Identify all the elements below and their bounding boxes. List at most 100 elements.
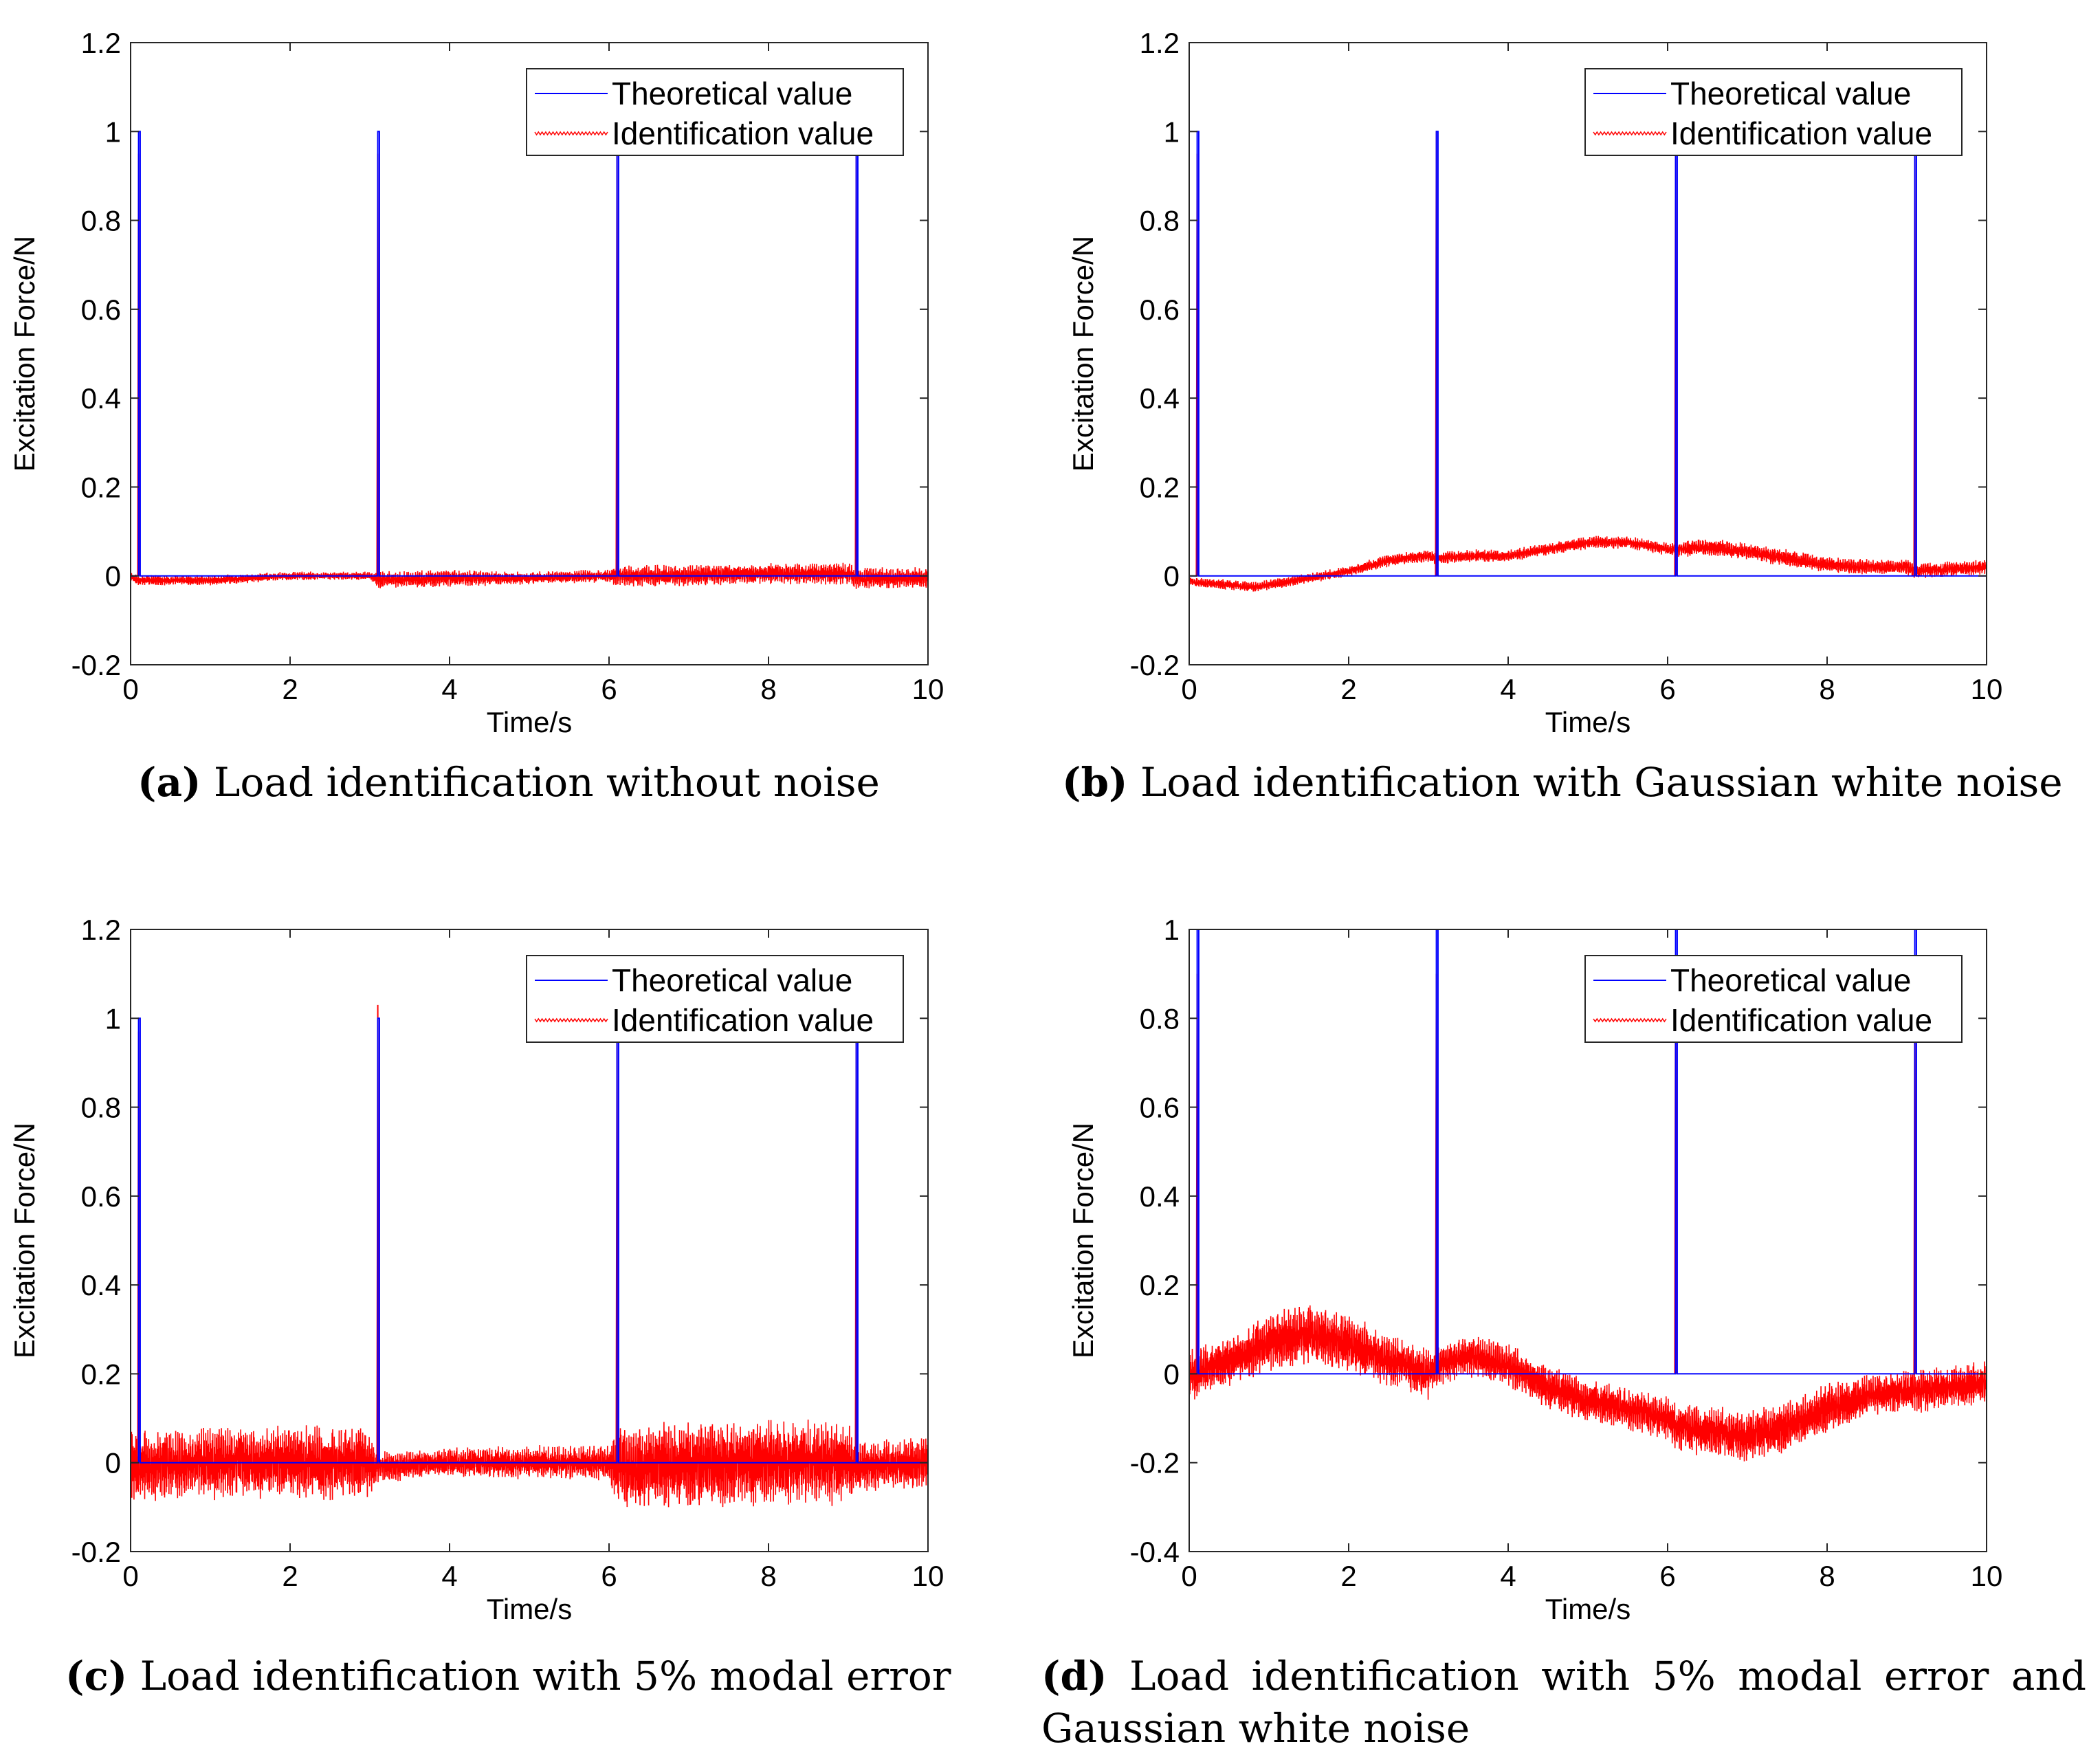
chart-panel-a: 0 2 4 6 8 10-0.200.20.40.60.811.2Time/sExcita… xyxy=(8,27,944,738)
y-tick-label: 1 xyxy=(1164,115,1180,148)
x-tick-label: 6 xyxy=(601,673,617,705)
y-tick-label: 0.2 xyxy=(1140,1269,1180,1301)
legend-label-identification: Identification value xyxy=(1670,1002,1932,1038)
x-axis-label: Time/s xyxy=(487,1593,572,1625)
legend-label-theoretical: Theoretical value xyxy=(1670,76,1911,111)
legend-label-identification: Identification value xyxy=(612,1002,874,1038)
y-tick-label: 0.6 xyxy=(1140,1092,1180,1124)
x-tick-label: 4 xyxy=(1500,673,1516,705)
y-tick-label: -0.2 xyxy=(1130,1447,1180,1479)
legend-box xyxy=(1584,68,1963,156)
x-tick-label: 2 xyxy=(282,673,298,705)
legend: Theoretical value Identification value xyxy=(526,68,904,156)
y-tick-label: 0.8 xyxy=(81,1092,121,1124)
caption-a: (a) Load identification without noise xyxy=(137,756,880,808)
x-tick-label: 4 xyxy=(441,673,457,705)
caption-letter: (c) xyxy=(65,1653,128,1699)
x-tick-label: 2 xyxy=(1340,673,1356,705)
caption-text: Load identification with Gaussian white … xyxy=(1127,759,2063,806)
x-axis-label: Time/s xyxy=(1545,1593,1631,1625)
y-tick-label: 0.2 xyxy=(81,471,121,503)
x-tick-label: 8 xyxy=(760,1560,776,1592)
theoretical-value-line xyxy=(1189,929,1987,1375)
y-tick-label: 0.4 xyxy=(1140,382,1180,415)
y-tick-label: 1 xyxy=(105,115,121,148)
x-tick-label: 10 xyxy=(912,673,944,705)
x-axis-label: Time/s xyxy=(487,706,572,738)
x-tick-label: 0 xyxy=(122,673,138,705)
legend-box xyxy=(526,68,904,156)
legend-swatch-identification xyxy=(534,131,608,136)
legend-swatch-identification xyxy=(534,1017,608,1023)
caption-b: (b) Load identification with Gaussian wh… xyxy=(1062,756,2063,808)
y-tick-label: 0.8 xyxy=(81,205,121,237)
x-tick-label: 6 xyxy=(601,1560,617,1592)
legend-label-theoretical: Theoretical value xyxy=(1670,962,1911,998)
y-tick-label: 0.6 xyxy=(1140,294,1180,326)
y-tick-label: -0.2 xyxy=(71,649,121,681)
y-axis-label: Excitation Force/N xyxy=(1067,236,1099,472)
x-axis-label: Time/s xyxy=(1545,706,1631,738)
x-tick-label: 0 xyxy=(1181,1560,1197,1592)
plot-frame xyxy=(1189,42,1987,665)
y-tick-label: -0.2 xyxy=(1130,649,1180,681)
x-tick-label: 2 xyxy=(1340,1560,1356,1592)
legend: Theoretical value Identification value xyxy=(1584,955,1963,1043)
caption-c: (c) Load identification with 5% modal er… xyxy=(65,1650,951,1702)
chart-panel-d: 0 2 4 6 8 10 -0.4 -0.2 0 0.2 0.4 0.6 0.8 1 Time/s Excit… xyxy=(1067,914,2002,1625)
y-tick-label: 0 xyxy=(105,560,121,593)
x-tick-label: 8 xyxy=(760,673,776,705)
legend-label-identification: Identification value xyxy=(1670,115,1932,151)
plot-frame xyxy=(130,42,929,665)
chart-panel-c: 0 2 4 6 8 10-0.200.20.40.60.811.2Time/sExcita… xyxy=(8,914,944,1625)
caption-letter: (b) xyxy=(1062,759,1128,806)
x-tick-label: 6 xyxy=(1659,1560,1675,1592)
y-tick-label: 0.4 xyxy=(81,382,121,415)
y-tick-label: 1.2 xyxy=(1140,27,1180,59)
y-tick-label: 0.2 xyxy=(81,1358,121,1390)
y-tick-label: 0.4 xyxy=(1140,1180,1180,1213)
chart-panel-b: 0 2 4 6 8 10-0.200.20.40.60.811.2Time/sExcita… xyxy=(1067,27,2002,738)
y-tick-label: -0.4 xyxy=(1130,1536,1180,1568)
plot-frame xyxy=(1189,929,1987,1552)
x-tick-label: 8 xyxy=(1819,1560,1835,1592)
y-tick-label: 0.4 xyxy=(81,1269,121,1301)
legend-label-theoretical: Theoretical value xyxy=(612,962,852,998)
y-tick-label: 1 xyxy=(105,1002,121,1035)
identification-value-line xyxy=(131,562,928,589)
legend: Theoretical value Identification value xyxy=(1584,68,1963,156)
y-tick-label: 0.2 xyxy=(1140,471,1180,503)
x-tick-label: 10 xyxy=(912,1560,944,1592)
y-axis-label: Excitation Force/N xyxy=(1067,1123,1099,1358)
legend-swatch-identification xyxy=(1593,1017,1667,1023)
y-tick-label: 1.2 xyxy=(81,27,121,59)
y-tick-label: 1.2 xyxy=(81,914,121,946)
x-tick-label: 4 xyxy=(441,1560,457,1592)
caption-text: Load identification with 5% modal error xyxy=(127,1653,951,1699)
identification-value-line xyxy=(1189,1305,1987,1462)
y-tick-label: 0 xyxy=(1164,1358,1180,1390)
y-tick-label: 0 xyxy=(1164,560,1180,593)
caption-letter: (a) xyxy=(137,759,201,806)
caption-text: Load identification without noise xyxy=(201,759,880,806)
legend-box xyxy=(1584,955,1963,1043)
legend-label-identification: Identification value xyxy=(612,115,874,151)
x-tick-label: 0 xyxy=(122,1560,138,1592)
x-tick-label: 10 xyxy=(1971,673,2003,705)
x-tick-label: 8 xyxy=(1819,673,1835,705)
identification-value-line xyxy=(131,1419,928,1508)
caption-text: Load identification with 5% modal error … xyxy=(1041,1653,2086,1752)
y-tick-label: 0 xyxy=(105,1447,121,1479)
caption-letter: (d) xyxy=(1041,1653,1107,1699)
y-tick-label: 0.8 xyxy=(1140,205,1180,237)
legend-label-theoretical: Theoretical value xyxy=(612,76,852,111)
y-tick-label: 0.8 xyxy=(1140,1002,1180,1035)
x-tick-label: 10 xyxy=(1971,1560,2003,1592)
y-axis-label: Excitation Force/N xyxy=(8,236,41,472)
legend-swatch-identification xyxy=(1593,131,1667,136)
y-tick-label: 1 xyxy=(1164,914,1180,946)
y-axis-label: Excitation Force/N xyxy=(8,1123,41,1358)
x-tick-label: 4 xyxy=(1500,1560,1516,1592)
x-tick-label: 2 xyxy=(282,1560,298,1592)
